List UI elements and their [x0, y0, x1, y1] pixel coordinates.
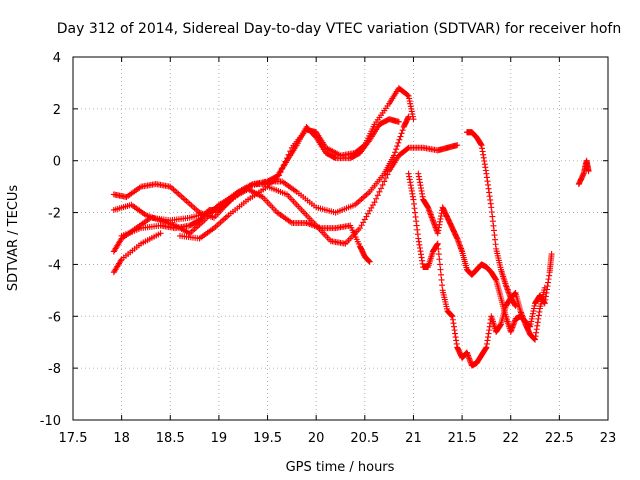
plus-marker — [378, 185, 385, 192]
plus-marker — [548, 251, 555, 258]
plus-marker — [404, 92, 411, 99]
x-tick-label: 17.5 — [59, 431, 88, 446]
plus-marker — [379, 181, 386, 188]
plus-marker — [435, 245, 442, 252]
plus-marker — [398, 130, 405, 137]
y-tick-label: -10 — [40, 414, 61, 429]
x-tick-label: 20.5 — [350, 431, 379, 446]
y-tick-label: 4 — [53, 51, 61, 66]
y-tick-label: -2 — [48, 207, 61, 222]
plus-marker — [331, 154, 338, 161]
y-tick-label: -4 — [48, 258, 61, 273]
plus-marker — [585, 168, 592, 175]
x-tick-label: 22.5 — [545, 431, 574, 446]
plus-marker — [399, 127, 406, 134]
plus-marker — [437, 266, 444, 273]
plus-marker — [438, 276, 445, 283]
x-tick-label: 21 — [405, 431, 422, 446]
plus-marker — [371, 199, 378, 206]
chart-title: Day 312 of 2014, Sidereal Day-to-day VTE… — [57, 21, 621, 37]
x-axis-label: GPS time / hours — [286, 460, 395, 475]
series-track-2 — [110, 113, 412, 221]
series-track-5 — [118, 116, 402, 239]
plus-marker — [365, 138, 372, 145]
y-axis-label: SDTVAR / TECUs — [6, 185, 21, 292]
y-tick-label: -6 — [48, 310, 61, 325]
plus-marker — [436, 256, 443, 263]
plus-marker — [393, 146, 400, 153]
y-tick-label: -8 — [48, 362, 61, 377]
grid-lines — [73, 57, 608, 420]
plus-marker — [454, 142, 461, 149]
plus-marker — [404, 145, 411, 152]
plus-marker — [410, 116, 417, 123]
series-track-6 — [405, 170, 548, 369]
plus-marker — [374, 192, 381, 199]
y-tick-label: 0 — [53, 155, 61, 170]
x-tick-label: 18.5 — [156, 431, 185, 446]
plus-marker — [157, 230, 164, 237]
x-tick-label: 19.5 — [253, 431, 282, 446]
series-track-7 — [415, 170, 555, 335]
plus-marker — [376, 188, 383, 195]
series-track-8 — [463, 129, 519, 309]
x-tick-label: 23 — [600, 431, 617, 446]
plus-marker — [396, 136, 403, 143]
plus-marker — [435, 251, 442, 258]
x-tick-label: 22 — [502, 431, 519, 446]
plus-marker — [434, 240, 441, 247]
plus-marker — [391, 152, 397, 159]
x-tick-label: 18 — [113, 431, 130, 446]
plus-marker — [395, 118, 402, 125]
plus-marker — [394, 143, 401, 150]
plus-marker — [381, 178, 388, 185]
x-tick-label: 21.5 — [448, 431, 477, 446]
series-track-9 — [575, 157, 592, 188]
y-tick-label: 2 — [53, 103, 61, 118]
plus-marker — [439, 282, 446, 289]
plus-marker — [512, 302, 519, 309]
data-points — [110, 85, 592, 369]
plus-marker — [397, 133, 404, 140]
plot-frame — [72, 56, 609, 421]
x-tick-label: 19 — [211, 431, 228, 446]
plus-marker — [366, 258, 373, 265]
plus-marker — [373, 195, 380, 202]
plus-marker — [438, 271, 445, 278]
plus-marker — [395, 139, 402, 146]
plus-marker — [436, 261, 443, 268]
x-tick-label: 20 — [308, 431, 325, 446]
axis-ticks: 17.5 18 18.5 19 19.5 20 20.5 21 21.5 22 22.5 23-10-… — [40, 51, 617, 446]
plus-marker — [392, 149, 399, 156]
plus-marker — [117, 257, 124, 264]
